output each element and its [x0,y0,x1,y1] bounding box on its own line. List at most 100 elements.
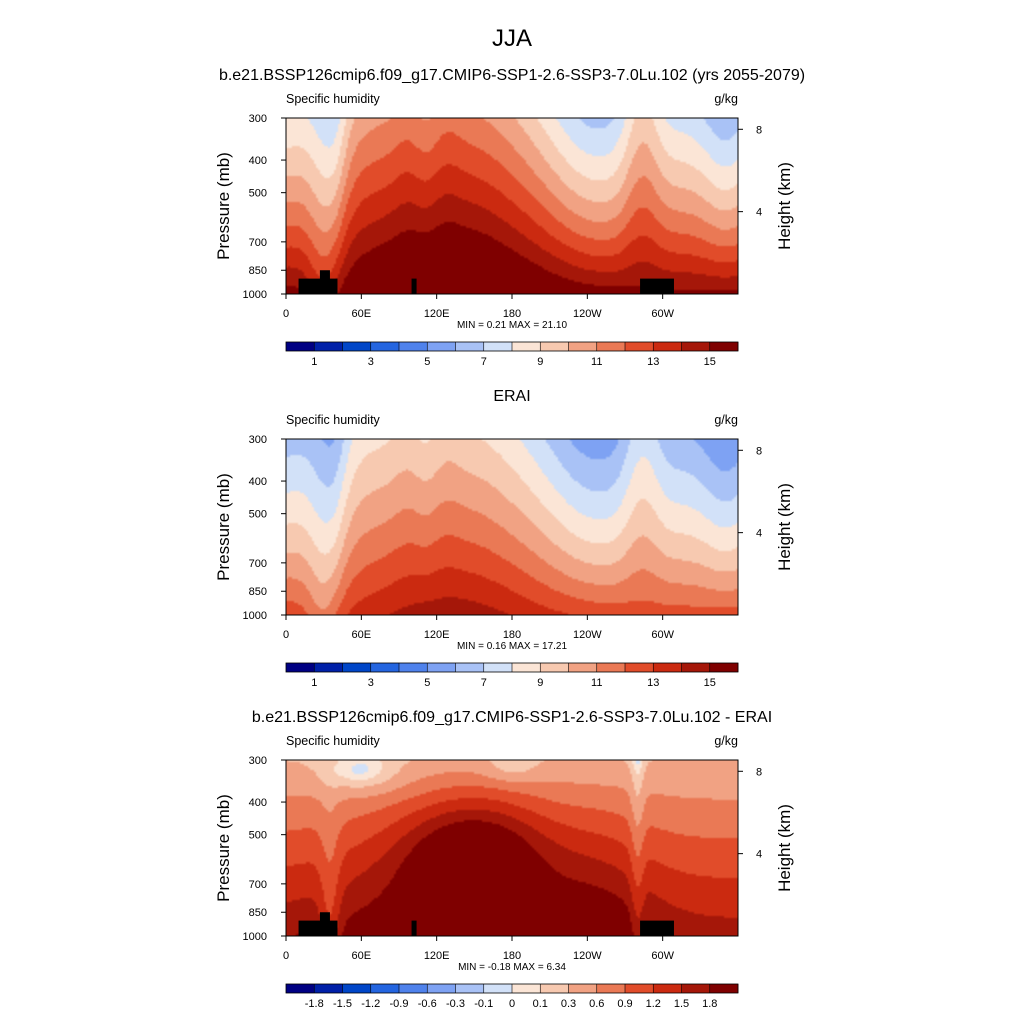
colorbar-swatch [314,663,343,672]
y-tick-label: 700 [249,237,267,249]
colorbar-swatch [540,342,569,351]
y-tick-label: 500 [249,509,267,521]
units-label: g/kg [714,92,738,106]
colorbar-swatch [653,342,682,351]
colorbar-swatch [370,663,400,672]
left-label: Specific humidity [286,734,381,748]
colorbar-swatch [540,663,569,672]
x-tick-label: 60E [352,308,372,320]
colorbar-label: -0.3 [446,998,465,1010]
x-tick-label: 120W [573,629,602,641]
colorbar-swatch [681,342,711,351]
colorbar-swatch [455,663,485,672]
colorbar-swatch [625,663,654,672]
colorbar-swatch [709,342,739,351]
y-tick-label: 300 [249,755,267,767]
colorbar-swatch [653,663,682,672]
colorbar-label: -1.2 [361,998,380,1010]
colorbar-frame [285,662,739,673]
y-axis-label: Pressure (mb) [214,794,233,902]
colorbar-swatch [681,663,711,672]
x-tick-label: 120W [573,308,602,320]
min-max-stats: MIN = 0.21 MAX = 21.10 [457,320,567,331]
colorbar-swatch [709,663,739,672]
colorbar-label: 9 [537,677,543,689]
colorbar-label: 1 [311,356,317,368]
colorbar-label: 13 [647,677,659,689]
colorbar-label: 0.1 [533,998,548,1010]
y-axis-label: Pressure (mb) [214,152,233,260]
topography-block [640,278,674,294]
colorbar-swatch [653,984,682,993]
y-tick-label: 700 [249,879,267,891]
colorbar-label: 0.6 [589,998,604,1010]
left-label: Specific humidity [286,92,381,106]
y-tick-label: 300 [249,434,267,446]
colorbar-label: 1.5 [674,998,689,1010]
panel-title: b.e21.BSSP126cmip6.f09_g17.CMIP6-SSP1-2.… [252,709,772,726]
colorbar-swatch [399,984,428,993]
colorbar-label: 7 [481,356,487,368]
y-tick-label: 1000 [243,289,267,301]
colorbar-swatch [596,663,626,672]
colorbar-swatch [512,984,541,993]
topography-block [319,912,330,936]
colorbar-swatch [342,663,372,672]
colorbar-swatch [455,984,485,993]
y-tick-label: 500 [249,188,267,200]
colorbar-swatch [286,342,315,351]
x-tick-label: 60W [651,629,674,641]
topography-block [411,278,417,294]
colorbar-swatch [399,663,428,672]
colorbar-swatch [568,984,598,993]
topography-block [298,920,338,936]
field-image [286,760,738,936]
colorbar-label: -0.1 [474,998,493,1010]
colorbar-swatch [342,342,372,351]
colorbar-swatch [540,984,569,993]
colorbar-swatch [370,342,400,351]
colorbar-label: -0.6 [418,998,437,1010]
field-image [286,118,738,294]
x-tick-label: 60W [651,308,674,320]
colorbar-swatch [427,984,456,993]
y-tick-label: 850 [249,907,267,919]
x-tick-label: 60W [651,950,674,962]
colorbar-swatch [399,342,428,351]
y-tick-label: 400 [249,476,267,488]
colorbar-label: -1.5 [333,998,352,1010]
y-tick-label: 500 [249,830,267,842]
field-image [286,439,738,615]
topography-block [319,270,330,294]
colorbar-swatch [286,663,315,672]
colorbar-swatch [512,663,541,672]
x-tick-label: 180 [503,308,521,320]
colorbar-label: -1.8 [305,998,324,1010]
x-tick-label: 60E [352,950,372,962]
x-tick-label: 120E [424,629,450,641]
panel-3: b.e21.BSSP126cmip6.f09_g17.CMIP6-SSP1-2.… [214,709,794,1010]
units-label: g/kg [714,734,738,748]
colorbar-label: 5 [424,677,430,689]
colorbar-label: 5 [424,356,430,368]
right-tick-label: 4 [756,528,762,540]
colorbar-swatch [314,984,343,993]
colorbar-label: 3 [368,677,374,689]
colorbar-label: 3 [368,356,374,368]
topography-block [411,920,417,936]
panels: b.e21.BSSP126cmip6.f09_g17.CMIP6-SSP1-2.… [214,67,805,1010]
panel-1: b.e21.BSSP126cmip6.f09_g17.CMIP6-SSP1-2.… [214,67,805,368]
colorbar-swatch [483,663,513,672]
y-axis-label-right: Height (km) [775,483,794,571]
colorbar-swatch [512,342,541,351]
colorbar-swatch [455,342,485,351]
colorbar-label: 15 [704,677,716,689]
y-tick-label: 300 [249,113,267,125]
colorbar-label: 11 [591,356,602,368]
min-max-stats: MIN = -0.18 MAX = 6.34 [458,962,566,973]
y-tick-label: 400 [249,797,267,809]
colorbar-label: 15 [704,356,716,368]
right-tick-label: 8 [756,766,762,778]
topography-block [298,278,338,294]
